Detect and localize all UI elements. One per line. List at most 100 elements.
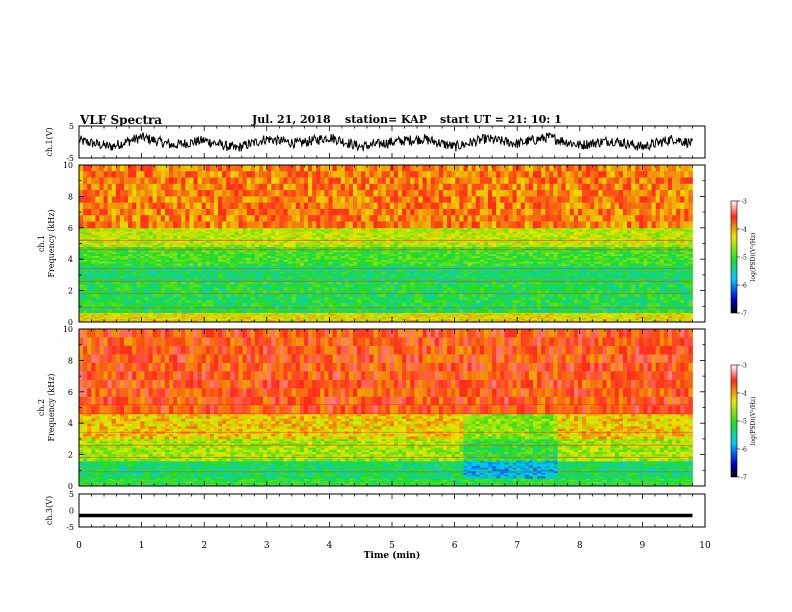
spectrogram-cell [524, 296, 530, 301]
spectrogram-cell [299, 287, 305, 291]
spectrogram-cell [365, 287, 370, 291]
spectrogram-cell [639, 284, 644, 288]
spectrogram-cell [283, 320, 288, 322]
spectrogram-cell [222, 315, 227, 317]
spectrogram-cell [410, 303, 415, 307]
spectrogram-cell [91, 303, 96, 307]
spectrogram-cell [144, 281, 149, 285]
spectrogram-cell [610, 309, 616, 313]
spectrogram-cell [287, 287, 293, 291]
spectrogram-cell [185, 314, 190, 316]
spectrogram-cell [524, 314, 530, 316]
spectrogram-cell [398, 317, 403, 319]
spectrogram-cell [312, 309, 317, 313]
spectrogram-cell [320, 300, 325, 304]
spectrogram-cell [410, 293, 415, 298]
spectrogram-cell [218, 300, 223, 304]
spectrogram-cell [250, 319, 256, 321]
spectrogram-cell [672, 309, 677, 313]
spectrogram-cell [308, 287, 313, 291]
spectrogram-cell [222, 300, 227, 304]
spectrogram-cell [508, 319, 513, 321]
spectrogram-cell [545, 312, 550, 314]
spectrogram-cell [320, 319, 325, 321]
spectrogram-cell [250, 314, 256, 316]
spectrogram-cell [406, 300, 411, 304]
spectrogram-cell [577, 284, 583, 288]
spectrogram-cell [291, 287, 297, 291]
spectrogram-cell [287, 296, 293, 301]
spectrogram-cell [398, 293, 403, 298]
spectrogram-cell [185, 320, 190, 322]
spectrogram-cell [148, 320, 154, 322]
spectrogram-cell [475, 284, 481, 288]
spectrogram-cell [475, 300, 481, 304]
spectrogram-cell [95, 300, 100, 304]
spectrogram-cell [164, 284, 170, 288]
spectrogram-cell [586, 284, 591, 288]
spectrogram-cell [438, 313, 444, 315]
spectrogram-cell [295, 303, 301, 307]
spectrogram-cell [434, 313, 440, 315]
spectrogram-cell [602, 309, 607, 313]
spectrogram-cell [537, 317, 542, 319]
spectrogram-cell [279, 303, 284, 307]
spectrogram-cell [308, 300, 313, 304]
spectrogram-cell [631, 319, 636, 321]
spectrogram-cell [393, 318, 399, 320]
spectrogram-cell [152, 300, 158, 304]
spectrogram-cell [393, 284, 399, 288]
spectrogram-cell [267, 281, 272, 285]
spectrogram-cell [553, 287, 558, 291]
spectrogram-cell [598, 312, 603, 314]
spectrogram-cell [455, 284, 460, 288]
spectrogram-cell [160, 317, 166, 319]
spectrogram-cell [532, 314, 538, 316]
spectrogram-cell [201, 293, 207, 298]
spectrogram-cell [312, 281, 317, 285]
spectrogram-cell [189, 315, 194, 317]
spectrogram-cell [406, 281, 411, 285]
spectrogram-cell [340, 320, 346, 322]
spectrogram-cell [242, 314, 248, 316]
spectrogram-cell [402, 309, 407, 313]
spectrogram-cell [426, 287, 432, 291]
spectrogram-cell [189, 318, 194, 320]
spectrogram-cell [631, 300, 636, 304]
spectrogram-cell [79, 318, 84, 320]
spectrogram-cell [569, 284, 575, 288]
spectrogram-cell [136, 300, 141, 304]
spectrogram-cell [402, 318, 407, 320]
y-tick-label: 5 [69, 122, 74, 131]
spectrogram-cell [492, 320, 497, 322]
spectrogram-cell [606, 281, 612, 285]
spectrogram-cell [528, 309, 534, 313]
spectrogram-cell [164, 312, 170, 314]
spectrogram-cell [487, 318, 493, 320]
spectrogram-cell [168, 318, 174, 320]
spectrogram-cell [622, 317, 628, 319]
spectrogram-cell [324, 316, 329, 318]
spectrogram-cell [520, 296, 526, 301]
spectrogram-cell [238, 314, 243, 316]
spectrogram-cell [140, 312, 145, 314]
spectrogram-cell [598, 315, 603, 317]
spectrogram-cell [107, 290, 113, 295]
spectrogram-cell [516, 293, 522, 298]
spectrogram-cell [132, 315, 137, 317]
spectrogram-cell [602, 281, 607, 285]
spectrogram-cell [553, 300, 558, 304]
spectrogram-cell [226, 315, 231, 317]
spectrogram-cell [144, 296, 149, 301]
spectrogram-cell [132, 303, 137, 307]
spectrogram-cell [295, 293, 301, 298]
spectrogram-cell [119, 318, 125, 320]
spectrogram-cell [582, 318, 587, 320]
spectrogram-cell [303, 296, 309, 301]
spectrogram-cell [635, 312, 640, 314]
spectrogram-cell [263, 314, 268, 316]
spectrogram-cell [438, 316, 444, 318]
spectrogram-cell [377, 314, 383, 316]
spectrogram-cell [573, 293, 579, 298]
spectrogram-cell [651, 315, 657, 317]
